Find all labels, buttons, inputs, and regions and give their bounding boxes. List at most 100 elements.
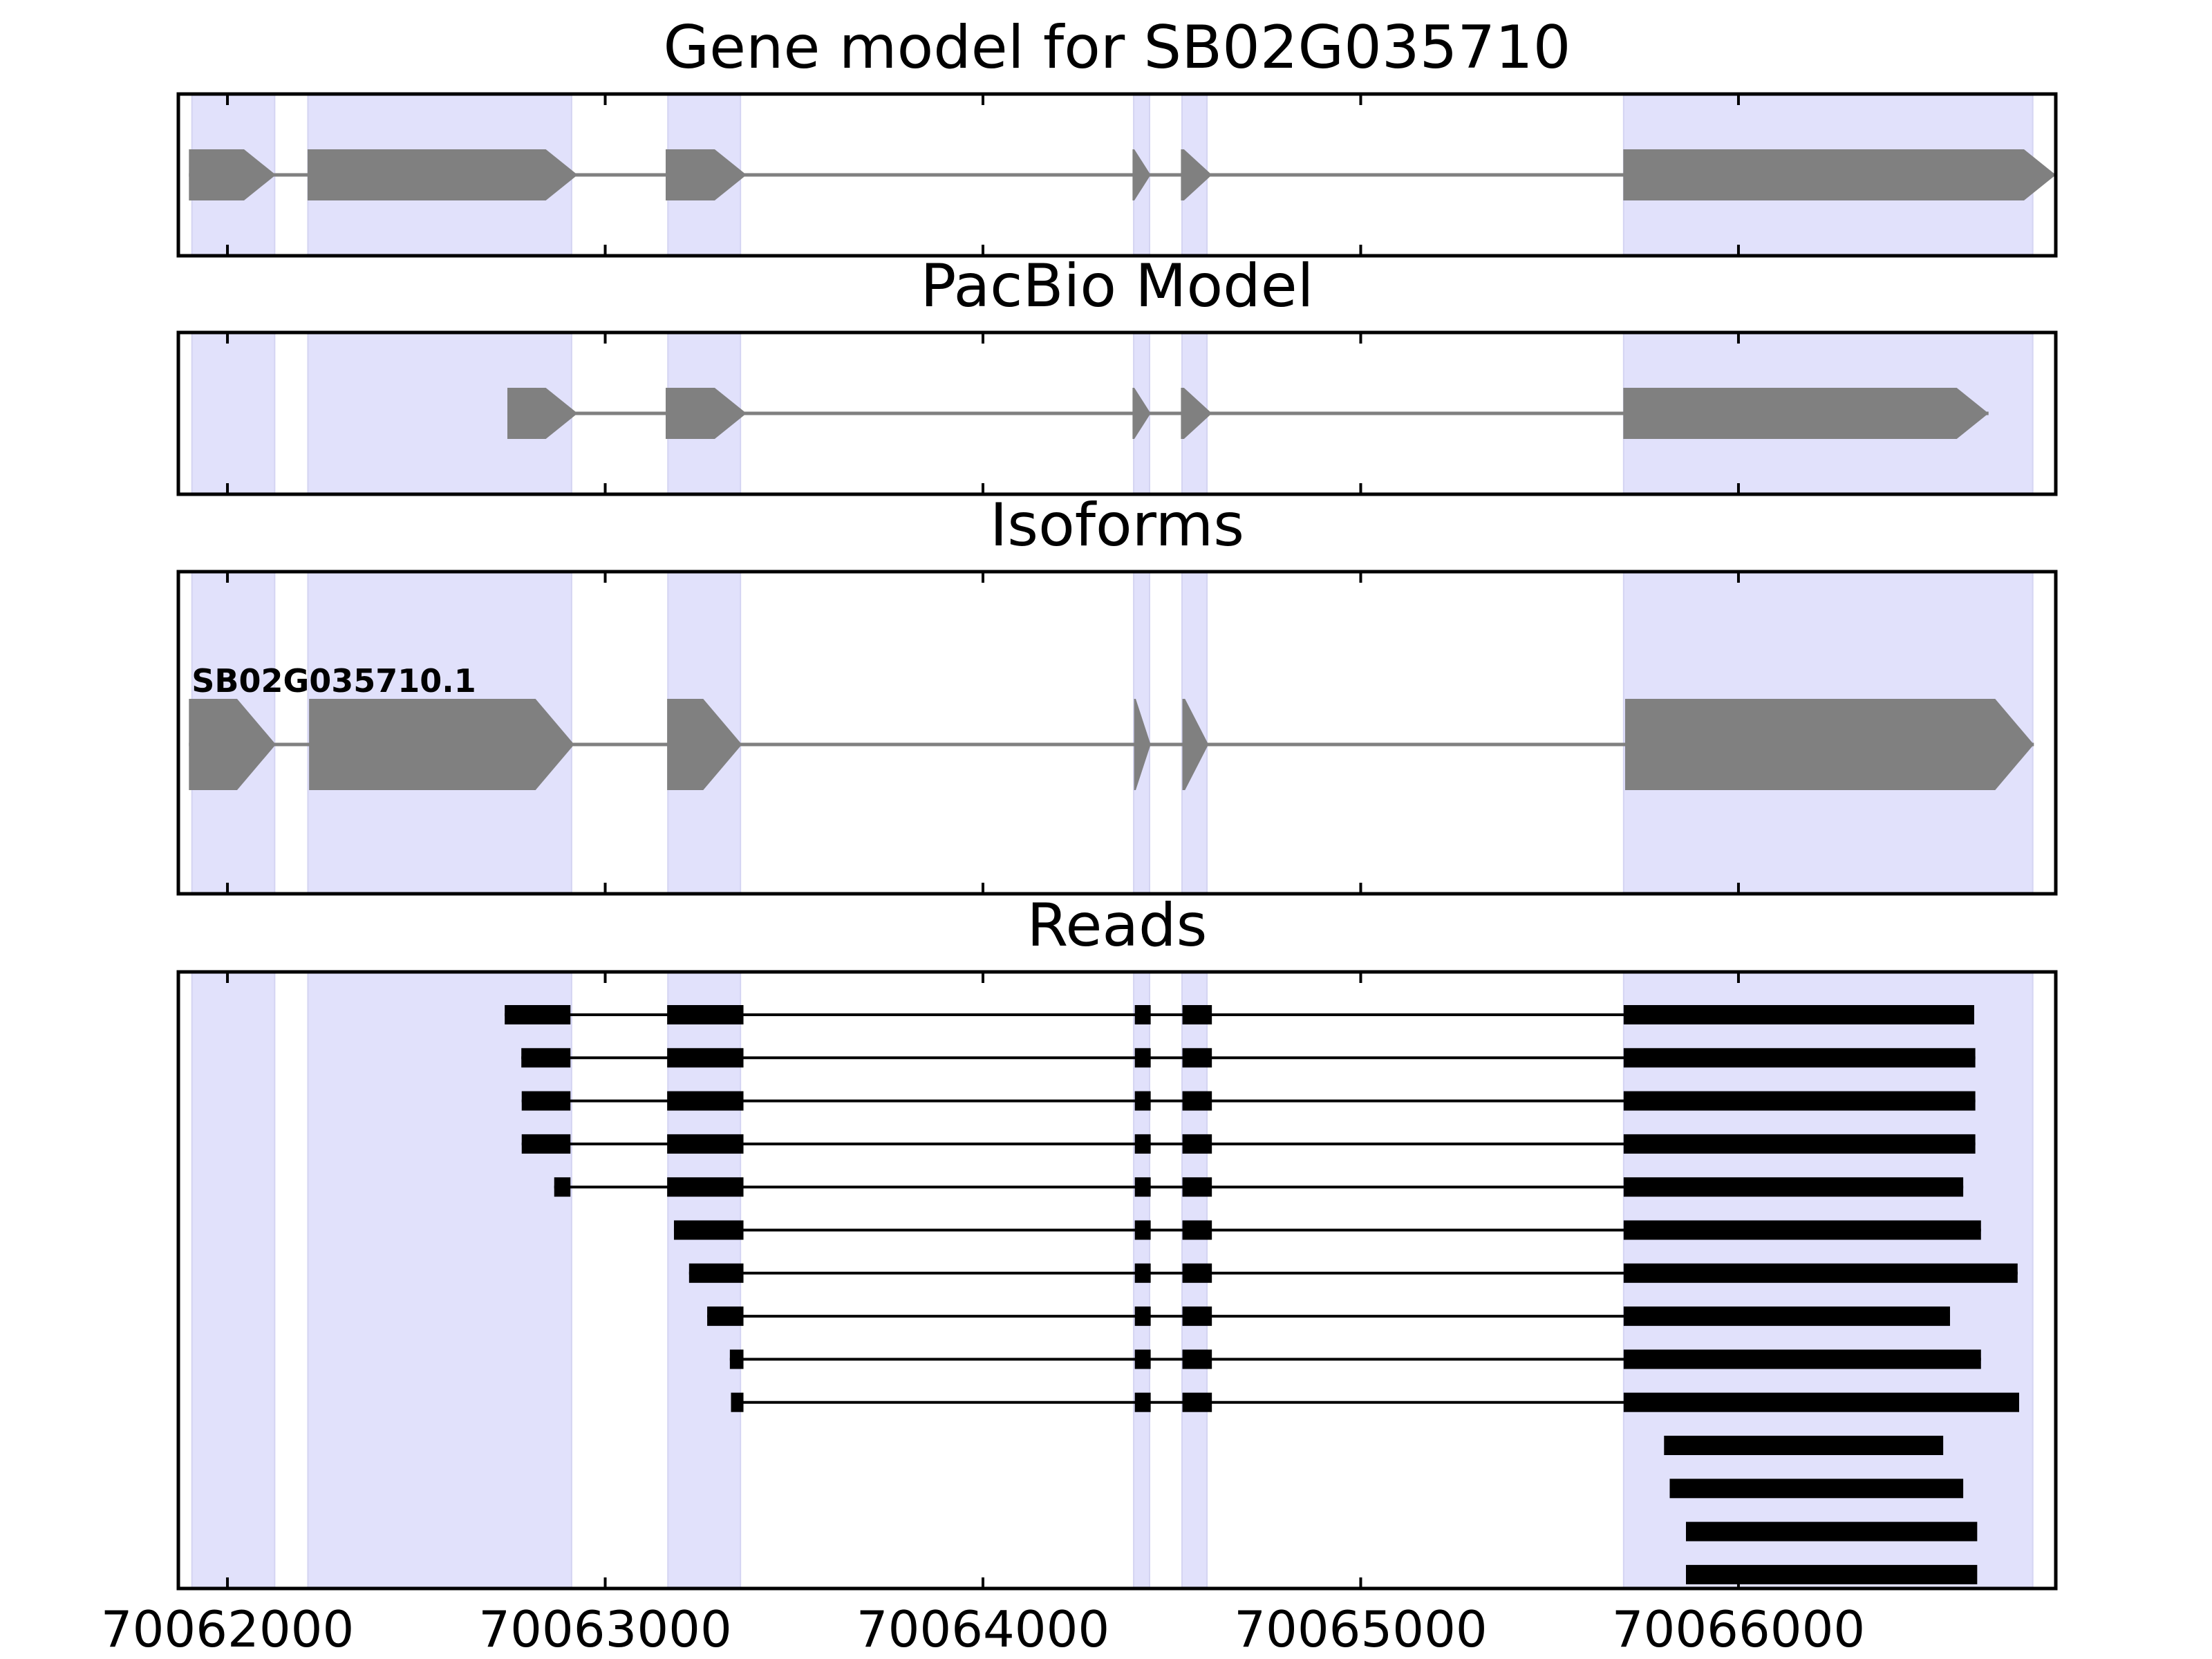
read-block	[1182, 1048, 1212, 1068]
gene-model-exon-6	[1623, 149, 2056, 200]
panel-2: PacBio Model	[176, 252, 2058, 496]
read-block	[1134, 1220, 1151, 1240]
panel-title: Reads	[1027, 891, 1208, 960]
read-block	[673, 1220, 744, 1240]
x-tick-label: 70066000	[1612, 1600, 1865, 1658]
read-block	[1182, 1134, 1212, 1154]
isoform-1-exon-4	[1134, 699, 1151, 790]
gene-model-exon-3	[666, 149, 747, 200]
read-block	[1134, 1349, 1151, 1369]
read-row	[707, 1306, 1950, 1327]
read-block	[1134, 1392, 1151, 1412]
exon-region-band-2	[307, 971, 572, 1589]
read-block	[1134, 1263, 1151, 1283]
read-block	[554, 1177, 571, 1197]
read-row	[1664, 1436, 1944, 1455]
panel-frame	[176, 92, 2058, 258]
exon-region-band-1	[191, 332, 276, 495]
gene-model-exon-5	[1623, 388, 1989, 439]
read-block	[1182, 1091, 1212, 1111]
read-block	[667, 1005, 744, 1024]
read-block	[1134, 1005, 1151, 1024]
read-block	[1623, 1005, 1974, 1024]
read-block	[1623, 1177, 1964, 1197]
read-row	[521, 1134, 1976, 1154]
panel-frame	[176, 330, 2058, 496]
x-tick-label: 70065000	[1234, 1600, 1487, 1658]
read-block	[1623, 1091, 1976, 1111]
isoform-label: SB02G035710.1	[191, 662, 476, 700]
read-block	[1623, 1220, 1981, 1240]
read-block	[667, 1177, 744, 1197]
read-block	[1669, 1479, 1964, 1499]
read-block	[1685, 1521, 1978, 1541]
read-row	[688, 1263, 2018, 1283]
panel-title: PacBio Model	[920, 252, 1313, 321]
read-block	[1134, 1134, 1151, 1154]
read-block	[729, 1349, 744, 1369]
panel-title: Isoforms	[990, 491, 1244, 560]
read-row	[1685, 1521, 1978, 1541]
isoform-1-exon-1	[189, 699, 276, 790]
read-block	[521, 1048, 571, 1068]
read-block	[1182, 1306, 1212, 1327]
panel-4: Reads	[176, 891, 2058, 1591]
read-row	[505, 1005, 1974, 1024]
read-block	[1664, 1436, 1944, 1455]
gene-model-exon-2	[666, 388, 747, 439]
read-block	[1134, 1091, 1151, 1111]
gene-model-exon-2	[307, 149, 578, 200]
read-block	[731, 1392, 744, 1412]
gene-model-exon-3	[1132, 388, 1151, 439]
read-block	[1623, 1306, 1950, 1327]
read-block	[1134, 1306, 1151, 1327]
read-block	[1685, 1564, 1978, 1584]
x-tick-label: 70062000	[101, 1600, 354, 1658]
isoform-1-exon-2	[309, 699, 574, 790]
read-block	[1182, 1349, 1212, 1369]
exon-region-band-1	[191, 971, 276, 1589]
read-block	[1134, 1048, 1151, 1068]
read-block	[1623, 1263, 2018, 1283]
read-row	[554, 1177, 1964, 1197]
read-row	[1685, 1564, 1978, 1584]
gene-model-exon-4	[1132, 149, 1151, 200]
isoform-1-exon-3	[667, 699, 742, 790]
read-block	[707, 1306, 744, 1327]
read-block	[1182, 1392, 1212, 1412]
panel-frame	[176, 970, 2058, 1591]
x-tick-label: 70064000	[856, 1600, 1109, 1658]
isoform-1-exon-5	[1182, 699, 1209, 790]
read-block	[1182, 1220, 1212, 1240]
read-row	[731, 1392, 2019, 1412]
gene-model-exon-5	[1181, 149, 1212, 200]
read-block	[667, 1091, 744, 1111]
read-block	[1623, 1048, 1976, 1068]
panel-title: Gene model for SB02G035710	[664, 13, 1571, 82]
gene-model-exon-4	[1181, 388, 1212, 439]
panel-frame	[176, 570, 2058, 896]
read-block	[521, 1091, 571, 1111]
read-row	[521, 1048, 1976, 1068]
read-row	[1669, 1479, 1964, 1499]
read-block	[1623, 1392, 2019, 1412]
isoform-1-exon-6	[1625, 699, 2034, 790]
read-block	[688, 1263, 744, 1283]
read-block	[505, 1005, 571, 1024]
read-block	[521, 1134, 571, 1154]
read-block	[1182, 1177, 1212, 1197]
read-row	[521, 1091, 1976, 1111]
read-block	[1134, 1177, 1151, 1197]
read-row	[729, 1349, 1981, 1369]
read-block	[667, 1134, 744, 1154]
read-block	[667, 1048, 744, 1068]
read-row	[673, 1220, 1981, 1240]
gene-model-exon-1	[189, 149, 276, 200]
x-tick-label: 70063000	[478, 1600, 731, 1658]
gene-model-exon-1	[507, 388, 578, 439]
read-block	[1623, 1349, 1981, 1369]
read-block	[1182, 1263, 1212, 1283]
read-block	[1623, 1134, 1976, 1154]
